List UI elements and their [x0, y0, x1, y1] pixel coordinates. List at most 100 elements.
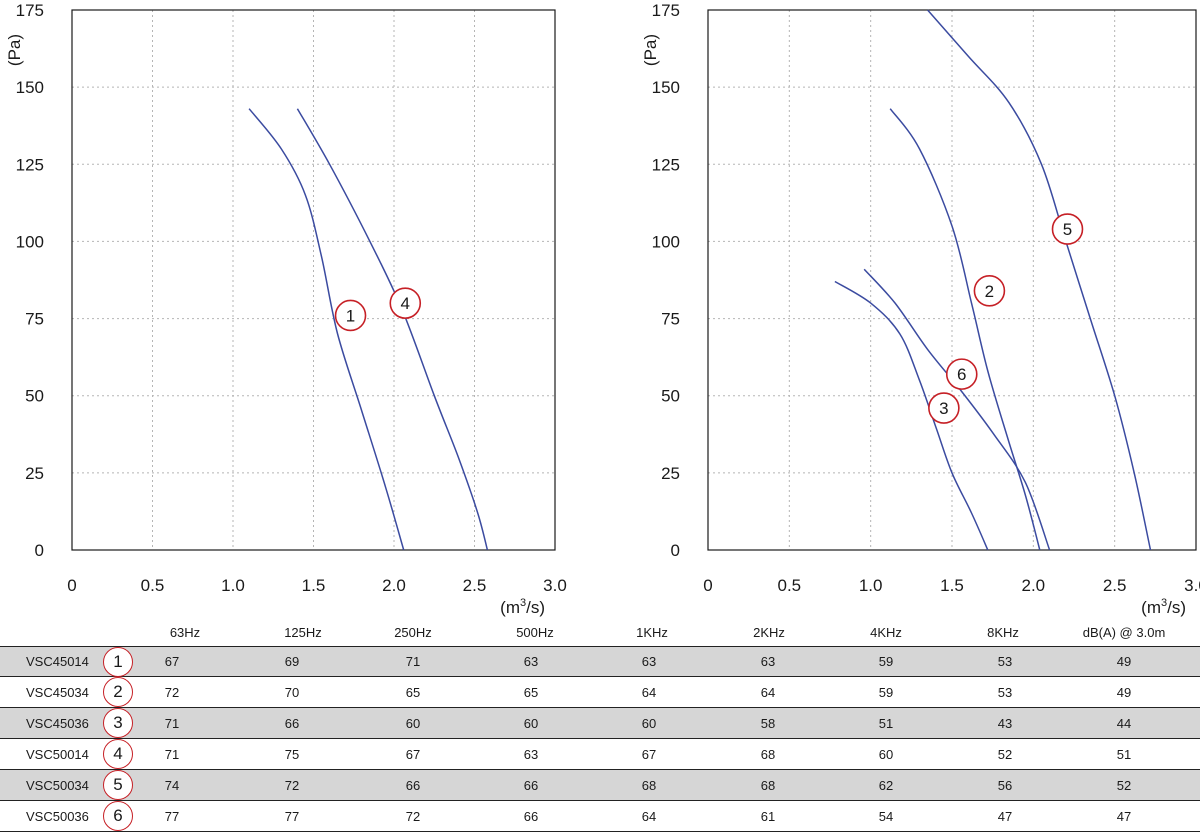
table-cell: 43	[997, 715, 1013, 731]
table-cell: 70	[284, 684, 300, 700]
fan-curve-1	[248, 108, 405, 551]
table-cell: 47	[1116, 808, 1132, 824]
table-cell: 51	[878, 715, 894, 731]
fan-curve-charts: 0 0.5 1.0 1.5 2.0 2.5 3.00255075100125150175(P…	[5, 1, 1200, 617]
table-cell: 60	[523, 715, 539, 731]
model-name: VSC45036	[26, 715, 89, 731]
x-unit-superscript: 3	[520, 597, 526, 609]
table-row: VSC45036 3 71 66 60 60 60 58 51 43 44	[0, 708, 1200, 739]
y-tick-label: 50	[25, 387, 44, 406]
table-cell: 59	[878, 684, 894, 700]
table-cell: 53	[997, 654, 1013, 669]
model-name: VSC50034	[26, 777, 89, 793]
table-cell: 67	[405, 746, 421, 762]
curve-number-badge: 2	[103, 677, 133, 707]
x-tick-label: 3.0	[543, 576, 567, 595]
curve-badge-circle	[973, 274, 1006, 307]
x-tick-label: 2.5	[1103, 576, 1127, 595]
table-cell: 77	[284, 808, 300, 824]
y-tick-label: 75	[661, 310, 680, 329]
table-cell: 65	[405, 684, 421, 700]
table-cell: 66	[523, 808, 539, 824]
table-cell: 74	[164, 777, 180, 793]
table-cell: 51	[1116, 746, 1132, 762]
table-cell: 56	[997, 777, 1013, 793]
table-cell: 68	[760, 746, 776, 762]
curve-badge-circle	[945, 358, 978, 390]
x-tick-label: 1.0	[859, 576, 883, 595]
table-cell: 69	[284, 654, 300, 669]
table-cell: 52	[1116, 777, 1132, 793]
curve-number-badge: 5	[103, 770, 133, 800]
table-cell: 72	[164, 684, 180, 700]
y-tick-label: 175	[652, 1, 680, 20]
x-unit-base: (m	[500, 598, 520, 617]
curve-badge-label: 1	[346, 306, 355, 325]
model-name: VSC50014	[26, 746, 89, 762]
x-unit-superscript: 3	[1161, 597, 1167, 609]
curve-number-badge: 1	[103, 647, 133, 677]
curve-badge-circle	[928, 392, 960, 424]
header-dba: dB(A) @ 3.0m	[1082, 624, 1166, 640]
table-cell: 72	[405, 808, 421, 824]
model-name: VSC45034	[26, 684, 89, 700]
x-axis-unit-label: (m3/s)	[500, 597, 545, 617]
table-cell: 52	[997, 746, 1013, 762]
y-tick-label: 50	[661, 387, 680, 406]
table-cell: 66	[284, 715, 300, 731]
y-tick-label: 125	[16, 155, 44, 174]
table-row: VSC50036 6 77 77 72 66 64 61 54 47 47	[0, 801, 1200, 832]
x-tick-label: 0.5	[141, 576, 165, 595]
fan-curve-2	[889, 108, 1041, 551]
table-body: VSC45014 1 67 69 71 63 63 63 59 53 49 VSC45034 2 72 70…	[0, 646, 1200, 832]
x-unit-tail: /s)	[1167, 598, 1186, 617]
table-cell: 71	[405, 654, 421, 669]
x-tick-label: 1.5	[302, 576, 326, 595]
curve-badge-label: 3	[939, 399, 948, 418]
table-cell: 60	[878, 746, 894, 762]
table-row: VSC50034 5 74 72 66 66 68 68 62 56 52	[0, 770, 1200, 801]
x-tick-label: 0	[703, 576, 712, 595]
table-header-row: 63Hz 125Hz 250Hz 500Hz 1KHz 2KHz 4KHz 8K…	[0, 618, 1200, 646]
fan-curve-4	[296, 108, 489, 551]
curve-number-badge: 4	[103, 739, 133, 769]
header-1khz: 1KHz	[636, 624, 668, 640]
curve-badge-label: 4	[401, 294, 410, 313]
table-cell: 63	[760, 654, 776, 669]
x-tick-label: 0.5	[778, 576, 802, 595]
x-unit-base: (m	[1141, 598, 1161, 617]
fan-curve-5	[927, 9, 1152, 551]
table-cell: 75	[284, 746, 300, 762]
y-tick-label: 100	[16, 232, 44, 251]
table-cell: 59	[878, 654, 894, 669]
header-8khz: 8KHz	[987, 624, 1019, 640]
plot-frame	[707, 9, 1197, 551]
curve-badge-label: 5	[1063, 220, 1072, 239]
y-tick-label: 75	[25, 310, 44, 329]
table-cell: 71	[164, 746, 180, 762]
curve-badge-circle	[389, 287, 422, 319]
table-cell: 67	[164, 654, 180, 669]
y-tick-label: 150	[16, 78, 44, 97]
table-row: VSC45014 1 67 69 71 63 63 63 59 53 49	[0, 646, 1200, 677]
y-tick-label: 100	[652, 232, 680, 251]
y-tick-label: 150	[652, 78, 680, 97]
table-cell: 65	[523, 684, 539, 700]
table-cell: 64	[641, 808, 657, 824]
table-cell: 60	[641, 715, 657, 731]
table-cell: 67	[641, 746, 657, 762]
table-cell: 63	[523, 746, 539, 762]
table-row: VSC50014 4 71 75 67 63 67 68 60 52 51	[0, 739, 1200, 770]
table-cell: 61	[760, 808, 776, 824]
y-tick-label: 175	[16, 1, 44, 20]
table-cell: 66	[523, 777, 539, 793]
x-tick-label: 2.5	[463, 576, 487, 595]
curve-number-badge: 6	[103, 801, 133, 831]
x-unit-tail: /s)	[526, 598, 545, 617]
table-cell: 71	[164, 715, 180, 731]
table-cell: 49	[1116, 654, 1132, 669]
header-500hz: 500Hz	[516, 624, 554, 640]
x-tick-label: 0	[67, 576, 76, 595]
y-tick-label: 25	[25, 464, 44, 483]
table-cell: 63	[523, 654, 539, 669]
